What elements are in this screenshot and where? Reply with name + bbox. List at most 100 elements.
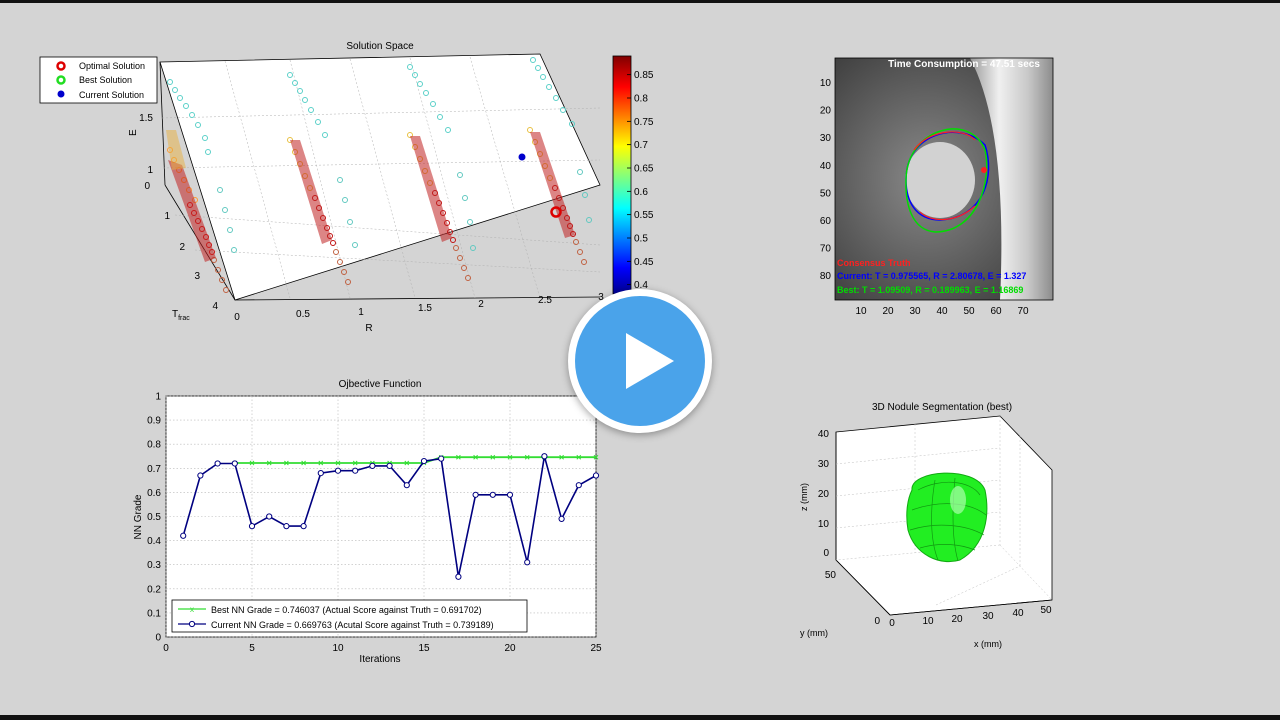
legend-best-label: Best Solution — [79, 75, 132, 85]
colorbar-tick-label: 0.7 — [634, 140, 648, 151]
ct-y-tick-label: 60 — [820, 216, 832, 227]
truth-marker — [981, 167, 987, 173]
series-0-marker-stroke — [352, 460, 358, 466]
play-button[interactable] — [568, 289, 712, 433]
ct-y-tick-label: 20 — [820, 106, 832, 117]
series-0-point — [593, 454, 599, 460]
series-1-point — [524, 559, 531, 566]
solution-space-plot: Solution Space — [39, 41, 654, 334]
r-tick-label: 0.5 — [296, 309, 310, 320]
colorbar-tick-label: 0.8 — [634, 94, 648, 105]
series-1-point — [403, 482, 410, 489]
y-tick-label: 0 — [874, 616, 880, 627]
series-1-point — [334, 467, 342, 474]
series-0-line — [234, 456, 596, 464]
series-1-point — [455, 573, 462, 580]
series-0-marker-stroke — [490, 454, 496, 460]
y-tick-label: 0.5 — [147, 512, 161, 523]
ct-image-panel: Time Consumption = 47.51 secs Consensus … — [820, 57, 1054, 317]
x-tick-label: 20 — [504, 643, 516, 654]
series-1-point — [369, 462, 376, 469]
series-0-marker-stroke — [559, 454, 564, 460]
ct-chest-wall — [970, 58, 1053, 300]
ct-y-tick-label: 70 — [820, 244, 832, 255]
series-0-point — [524, 454, 530, 460]
colorbar-tick-label: 0.5 — [634, 234, 648, 245]
ct-x-tick-label: 20 — [882, 306, 894, 317]
solution-space-grid — [161, 56, 601, 299]
nodule-highlight — [950, 486, 966, 514]
colorbar: 0.85 0.8 0.75 0.7 0.65 0.6 0.55 0.5 0.45 0.4 — [612, 55, 654, 295]
series-0-marker-stroke — [593, 454, 599, 460]
series-0-point — [507, 454, 513, 460]
ct-x-tick-label: 40 — [936, 306, 948, 317]
ct-y-tick-label: 80 — [820, 271, 832, 282]
y-tick-label: 0.1 — [147, 608, 161, 619]
legend-optimal-label: Optimal Solution — [79, 61, 145, 71]
nodule-mesh — [906, 472, 988, 563]
ct-y-tick-label: 40 — [820, 161, 832, 172]
series-1-point — [506, 491, 514, 498]
ct-y-tick-label: 30 — [820, 133, 832, 144]
colorbar-tick-label: 0.45 — [634, 257, 654, 268]
nodule-3d-title: 3D Nodule Segmentation (best) — [872, 402, 1012, 413]
chart-series — [180, 453, 600, 580]
r-axis-label: R — [365, 323, 372, 334]
series-0-marker-stroke — [524, 454, 530, 460]
series-1-point — [180, 532, 187, 539]
series-1-point — [438, 455, 445, 462]
y-tick-label: 0.2 — [147, 584, 161, 595]
series-1-point — [248, 523, 256, 530]
series-1-point — [352, 467, 359, 474]
series-1-point — [300, 523, 307, 530]
chart-tick-labels: 0 5 10 15 20 25 0 0.1 0.2 0.3 0.4 0.5 0.6 0.7 0.8 0.9 1 — [147, 392, 602, 655]
z-tick-label: 30 — [818, 459, 830, 470]
x-tick-label: 30 — [982, 611, 994, 622]
r-tick-label: 1.5 — [418, 303, 432, 314]
series-1-point — [575, 482, 582, 489]
y-tick-label: 0.8 — [147, 440, 161, 451]
series-1-point — [283, 523, 290, 530]
current-contour — [905, 131, 990, 221]
chart-x-axis-label: Iterations — [359, 654, 400, 665]
series-1-point — [592, 472, 600, 479]
series-0-point — [335, 460, 341, 466]
series-1-point — [420, 457, 428, 465]
y-tick-label: 0.3 — [147, 560, 161, 571]
r-tick-label: 1 — [358, 307, 364, 318]
ct-x-tick-label: 60 — [990, 306, 1002, 317]
series-1-point — [317, 470, 324, 477]
legend-best-marker-icon: x — [190, 605, 194, 614]
play-icon — [626, 333, 674, 389]
x-tick-label: 15 — [418, 643, 430, 654]
legend-current-label: Current Solution — [79, 90, 144, 100]
t-tick-label: 1 — [164, 211, 170, 222]
series-0-point — [301, 460, 306, 466]
series-0-marker-stroke — [456, 454, 461, 460]
series-1-point — [386, 462, 393, 469]
series-0-marker-stroke — [284, 460, 289, 466]
z-tick-label: 40 — [818, 429, 830, 440]
truth-contour — [919, 205, 976, 221]
legend-best-icon — [56, 75, 66, 85]
colorbar-tick-labels: 0.85 0.8 0.75 0.7 0.65 0.6 0.55 0.5 0.45 0.4 — [627, 70, 654, 291]
series-0-point — [266, 460, 272, 466]
r-tick-label: 2.5 — [538, 295, 552, 306]
series-0-marker-stroke — [335, 460, 341, 466]
current-params-label: Current: T = 0.975565, R = 2.80678, E = … — [837, 271, 1026, 281]
solution-space-legend: Optimal Solution Best Solution Current S… — [39, 56, 158, 104]
ct-y-tick-label: 10 — [820, 78, 832, 89]
e-tick-label: 1.5 — [139, 113, 153, 124]
solution-space-dense-bands — [166, 130, 575, 262]
series-0-point — [318, 460, 324, 466]
colorbar-tick-label: 0.55 — [634, 210, 654, 221]
series-1-point — [472, 491, 479, 498]
solution-space-box — [159, 53, 601, 301]
series-1-point — [231, 460, 238, 467]
legend-optimal-icon — [56, 61, 66, 71]
best-contour — [905, 128, 988, 233]
x-tick-label: 0 — [163, 643, 169, 654]
series-0-point — [456, 454, 461, 460]
x-tick-label: 20 — [951, 614, 963, 625]
